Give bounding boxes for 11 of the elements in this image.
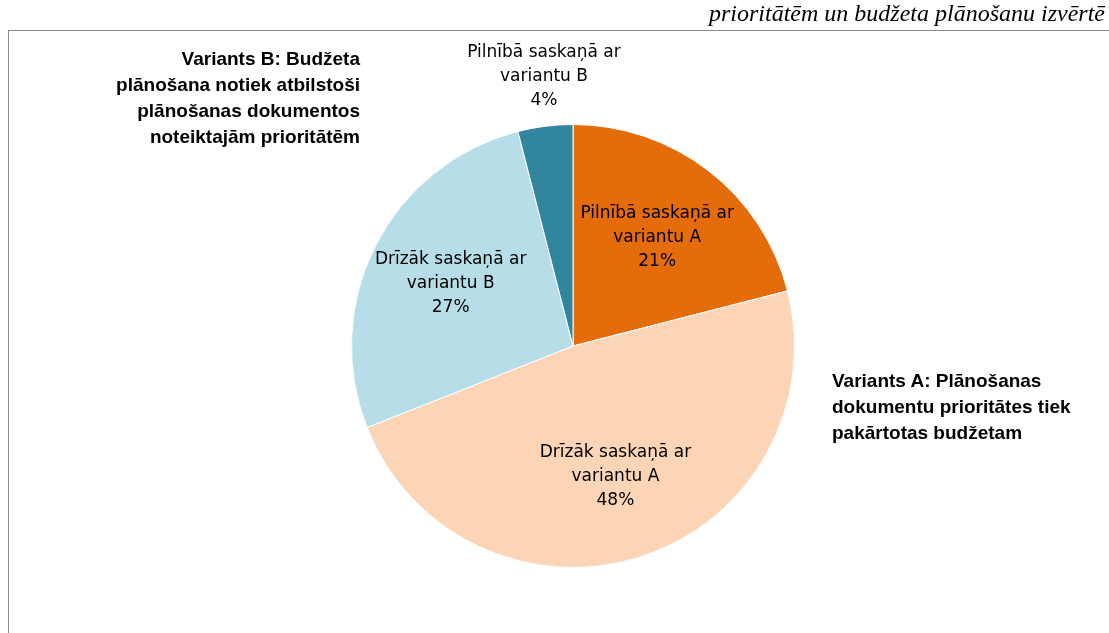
text: Variants B: Budžeta plānošana notiek atbilstoši plānošanas dokumentos noteiktajām prioritātēm <box>115 47 360 149</box>
text: Variants A: Plānošanas dokumentu prioritātes tiek pakārtotas budžetam <box>832 369 1072 445</box>
data-label: 48% <box>596 489 635 510</box>
slice-label: Drīzāk saskaņā ar variantu A <box>539 441 692 486</box>
data-label: 27% <box>431 296 470 317</box>
slice-label: Drīzāk saskaņā ar variantu B <box>374 248 527 293</box>
data-label: 4% <box>530 88 558 109</box>
slice-label: Pilnībā saskaņā ar variantu B <box>467 40 621 85</box>
text: prioritātēm un budžeta plānošanu izvērtē <box>709 0 1105 26</box>
slice-label: Pilnībā saskaņā ar variantu A <box>580 201 734 246</box>
data-label: 21% <box>638 249 677 270</box>
